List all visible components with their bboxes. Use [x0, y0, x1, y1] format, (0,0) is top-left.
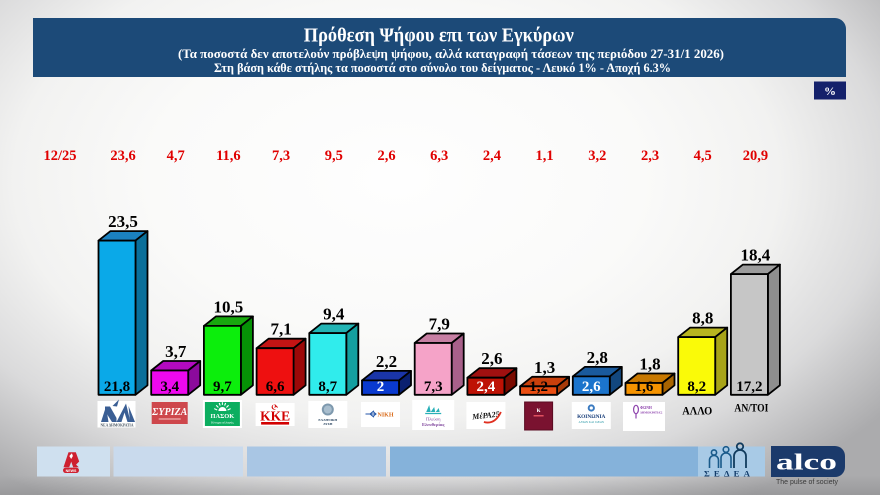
svg-text:2,3: 2,3	[641, 148, 659, 164]
svg-text:1,3: 1,3	[534, 358, 555, 377]
svg-text:9,7: 9,7	[213, 379, 232, 395]
svg-text:7,9: 7,9	[429, 315, 450, 334]
svg-text:1,6: 1,6	[635, 379, 654, 395]
svg-text:ΝΕΑ ΔΗΜΟΚΡΑΤΙΑ: ΝΕΑ ΔΗΜΟΚΡΑΤΙΑ	[101, 423, 134, 427]
svg-text:ΦΩΝΗ: ΦΩΝΗ	[640, 406, 652, 410]
svg-text:alco: alco	[776, 450, 837, 476]
svg-text:ΠΑΣΟΚ: ΠΑΣΟΚ	[211, 413, 235, 420]
svg-text:23,6: 23,6	[110, 148, 135, 164]
svg-text:2,6: 2,6	[377, 148, 395, 164]
svg-text:ΕΛΛΗΝΙΚΗ: ΕΛΛΗΝΙΚΗ	[318, 418, 337, 422]
svg-text:4,5: 4,5	[694, 148, 712, 164]
svg-text:8,8: 8,8	[692, 309, 713, 328]
svg-text:8,2: 8,2	[687, 379, 706, 395]
svg-text:Ελευθερίας: Ελευθερίας	[422, 422, 444, 427]
svg-text:ΝΙΚΗ: ΝΙΚΗ	[378, 412, 394, 418]
svg-text:ΜέΡΑ25: ΜέΡΑ25	[471, 410, 500, 422]
svg-text:2,4: 2,4	[483, 148, 501, 164]
svg-text:7,1: 7,1	[270, 320, 291, 339]
svg-text:18,4: 18,4	[741, 246, 771, 265]
svg-text:7,3: 7,3	[272, 148, 290, 164]
svg-text:21,8: 21,8	[104, 379, 130, 395]
svg-text:Πρόθεση Ψήφου επι των Εγκύρων: Πρόθεση Ψήφου επι των Εγκύρων	[304, 25, 574, 47]
svg-text:%: %	[824, 84, 836, 98]
svg-text:11,6: 11,6	[216, 148, 241, 164]
svg-text:2,6: 2,6	[582, 379, 601, 395]
svg-text:Στη βάση κάθε στήλης τα ποσοστ: Στη βάση κάθε στήλης τα ποσοστά στο σύνο…	[214, 61, 671, 75]
svg-text:ΑΞΙΩΝ ΚΑΙ ΙΔΕΩΝ: ΑΞΙΩΝ ΚΑΙ ΙΔΕΩΝ	[579, 420, 605, 424]
svg-text:NEWS: NEWS	[66, 469, 77, 473]
svg-text:κ: κ	[537, 406, 541, 414]
svg-text:2,8: 2,8	[587, 348, 608, 367]
svg-text:ΑΛΛΟ: ΑΛΛΟ	[682, 406, 712, 418]
svg-text:ΚΚΕ: ΚΚΕ	[260, 409, 290, 424]
svg-text:(Τα ποσοστά δεν αποτελούν πρόβ: (Τα ποσοστά δεν αποτελούν πρόβλεψη ψήφου…	[178, 46, 724, 61]
svg-text:12/25: 12/25	[43, 148, 76, 164]
svg-text:17,2: 17,2	[736, 379, 762, 395]
svg-text:3,2: 3,2	[588, 148, 606, 164]
svg-text:10,5: 10,5	[214, 297, 244, 316]
svg-text:Πλεύση: Πλεύση	[426, 417, 441, 422]
svg-text:6,3: 6,3	[430, 148, 448, 164]
svg-text:4,7: 4,7	[167, 148, 185, 164]
svg-text:7,3: 7,3	[424, 379, 443, 395]
svg-text:8,7: 8,7	[318, 379, 337, 395]
svg-text:The pulse of society: The pulse of society	[776, 479, 838, 486]
svg-text:3,7: 3,7	[165, 342, 187, 361]
svg-text:9,4: 9,4	[323, 305, 345, 324]
svg-text:23,5: 23,5	[108, 212, 138, 231]
svg-text:1,1: 1,1	[536, 148, 554, 164]
svg-text:2,6: 2,6	[481, 349, 502, 368]
svg-text:1,8: 1,8	[639, 355, 660, 374]
svg-text:2: 2	[377, 379, 385, 395]
svg-text:ΑΝ/ΤΟΙ: ΑΝ/ΤΟΙ	[734, 403, 768, 415]
svg-text:3,4: 3,4	[160, 379, 179, 395]
svg-text:9,5: 9,5	[325, 148, 343, 164]
svg-text:Κίνημα αλλαγής: Κίνημα αλλαγής	[211, 421, 234, 425]
svg-text:20,9: 20,9	[743, 148, 768, 164]
svg-text:ΣΕΔΕΑ: ΣΕΔΕΑ	[704, 469, 751, 479]
svg-text:ΣΥΡΙΖΑ: ΣΥΡΙΖΑ	[151, 407, 187, 418]
svg-text:6,6: 6,6	[266, 379, 285, 395]
svg-text:1,2: 1,2	[529, 379, 548, 395]
svg-text:2,4: 2,4	[477, 379, 496, 395]
svg-text:ΚΟΙΝΩΝΙΑ: ΚΟΙΝΩΝΙΑ	[577, 414, 605, 420]
svg-text:2,2: 2,2	[376, 352, 397, 371]
svg-text:ΔΗΜΟΚΡΑΤΙΑΣ: ΔΗΜΟΚΡΑΤΙΑΣ	[640, 411, 662, 415]
svg-text:ΛΥΣΗ: ΛΥΣΗ	[323, 422, 333, 426]
